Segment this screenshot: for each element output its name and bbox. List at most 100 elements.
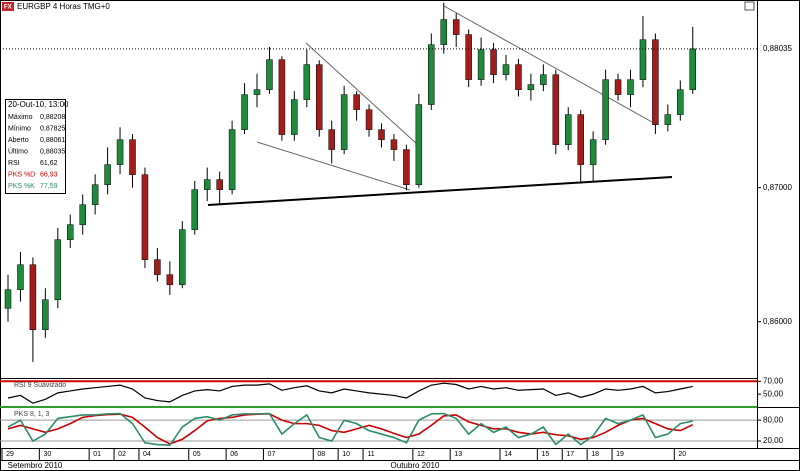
candle-body	[67, 224, 74, 240]
candle-body	[228, 129, 236, 190]
info-label: Mínimo	[8, 125, 31, 132]
candle-body	[79, 204, 86, 225]
candle-body	[465, 34, 472, 80]
candle-body	[515, 64, 522, 90]
candle-body	[129, 139, 136, 175]
candle-body	[316, 64, 323, 130]
candle-body	[42, 299, 49, 330]
window-title: EURGBP 4 Horas TMG+0	[17, 2, 110, 11]
candle-body	[191, 189, 198, 230]
info-value: 61,62	[40, 160, 58, 167]
candle-body	[502, 64, 510, 75]
panel-title: RSI 9 Suavizado	[14, 382, 66, 389]
candle-body	[639, 39, 647, 80]
y-tick-label: 50,00	[763, 389, 784, 398]
x-tick-label: 17	[566, 451, 574, 458]
last-price-label: 0,88035	[763, 44, 792, 53]
candle-body	[552, 74, 560, 145]
candle-body	[565, 114, 572, 145]
window-button[interactable]	[744, 1, 755, 11]
candle-body	[303, 64, 311, 100]
indicator-line	[7, 413, 694, 445]
y-tick-label: 0,86000	[763, 317, 792, 326]
candle-body	[403, 149, 410, 185]
y-tick-label: 20,00	[763, 436, 784, 445]
info-value: 66,93	[40, 171, 58, 178]
candle-body	[241, 94, 248, 130]
candle-body	[353, 94, 360, 110]
info-box: 20-Out-10, 13:00 Máximo 0,88208 Mínimo 0,878…	[5, 99, 69, 194]
y-tick-label: 0,87000	[763, 183, 792, 192]
candle-body	[4, 289, 12, 309]
trend-line	[305, 42, 419, 146]
info-value: 0,87825	[40, 125, 65, 132]
candle-body	[365, 109, 373, 130]
candle-body	[278, 59, 286, 135]
candle-body	[104, 164, 111, 185]
indicator-line	[7, 412, 693, 447]
candle-body	[415, 104, 423, 185]
candle-body	[664, 114, 672, 125]
x-tick-label: 10	[342, 451, 350, 458]
panel-title: PKS 8, 1, 3	[14, 411, 50, 418]
candle-body	[179, 229, 186, 285]
info-label: PKS %K	[8, 183, 35, 190]
candle-body	[378, 129, 385, 140]
month-label: Setembro 2010	[8, 461, 63, 470]
candle-body	[291, 99, 298, 135]
info-value: 0,88035	[40, 148, 65, 155]
info-label: Último	[8, 146, 28, 155]
candle-body	[216, 179, 223, 190]
x-tick-label: 04	[143, 451, 151, 458]
fx-icon[interactable]	[2, 2, 14, 11]
candle-body	[253, 89, 261, 95]
y-tick-label: 80,00	[763, 415, 784, 424]
candle-body	[440, 19, 447, 45]
candle-body	[577, 114, 584, 165]
x-tick-label: 08	[317, 451, 325, 458]
x-tick-label: 18	[591, 451, 599, 458]
candle-body	[452, 19, 460, 35]
x-tick-label: 15	[541, 451, 549, 458]
candle-body	[540, 74, 547, 85]
candle-body	[490, 49, 497, 75]
candle-body	[17, 264, 24, 290]
info-label: PKS %D	[8, 171, 35, 178]
candle-body	[203, 179, 211, 190]
candle-body	[116, 139, 124, 165]
info-title: 20-Out-10, 13:00	[8, 100, 69, 109]
candle-body	[266, 59, 273, 90]
x-tick-label: 01	[93, 451, 101, 458]
candle-body	[428, 44, 435, 105]
info-value: 77,59	[40, 183, 58, 190]
candle-body	[54, 239, 62, 300]
x-tick-label: 19	[616, 451, 624, 458]
x-tick-label: 11	[367, 451, 374, 458]
x-tick-label: 06	[230, 451, 238, 458]
x-tick-label: 30	[43, 451, 51, 458]
x-tick-label: 13	[454, 451, 462, 458]
candle-body	[340, 94, 348, 150]
x-tick-label: 20	[678, 451, 686, 458]
x-tick-label: 12	[417, 451, 425, 458]
candle-body	[652, 39, 659, 125]
candle-body	[390, 139, 398, 150]
candle-body	[589, 139, 597, 165]
x-tick-label: 05	[193, 451, 201, 458]
candle-body	[328, 129, 335, 150]
candle-body	[677, 89, 684, 115]
candle-body	[166, 274, 174, 285]
fx-icon-text: FX	[4, 5, 12, 11]
x-tick-label: 14	[504, 451, 512, 458]
candle-body	[627, 79, 634, 95]
candle-body	[689, 48, 696, 90]
y-tick-label: 70,00	[763, 376, 784, 385]
candle-body	[29, 264, 37, 330]
candle-body	[614, 79, 622, 95]
support-line	[207, 176, 673, 206]
candle-body	[91, 184, 99, 205]
info-value: 0,88061	[40, 137, 65, 144]
